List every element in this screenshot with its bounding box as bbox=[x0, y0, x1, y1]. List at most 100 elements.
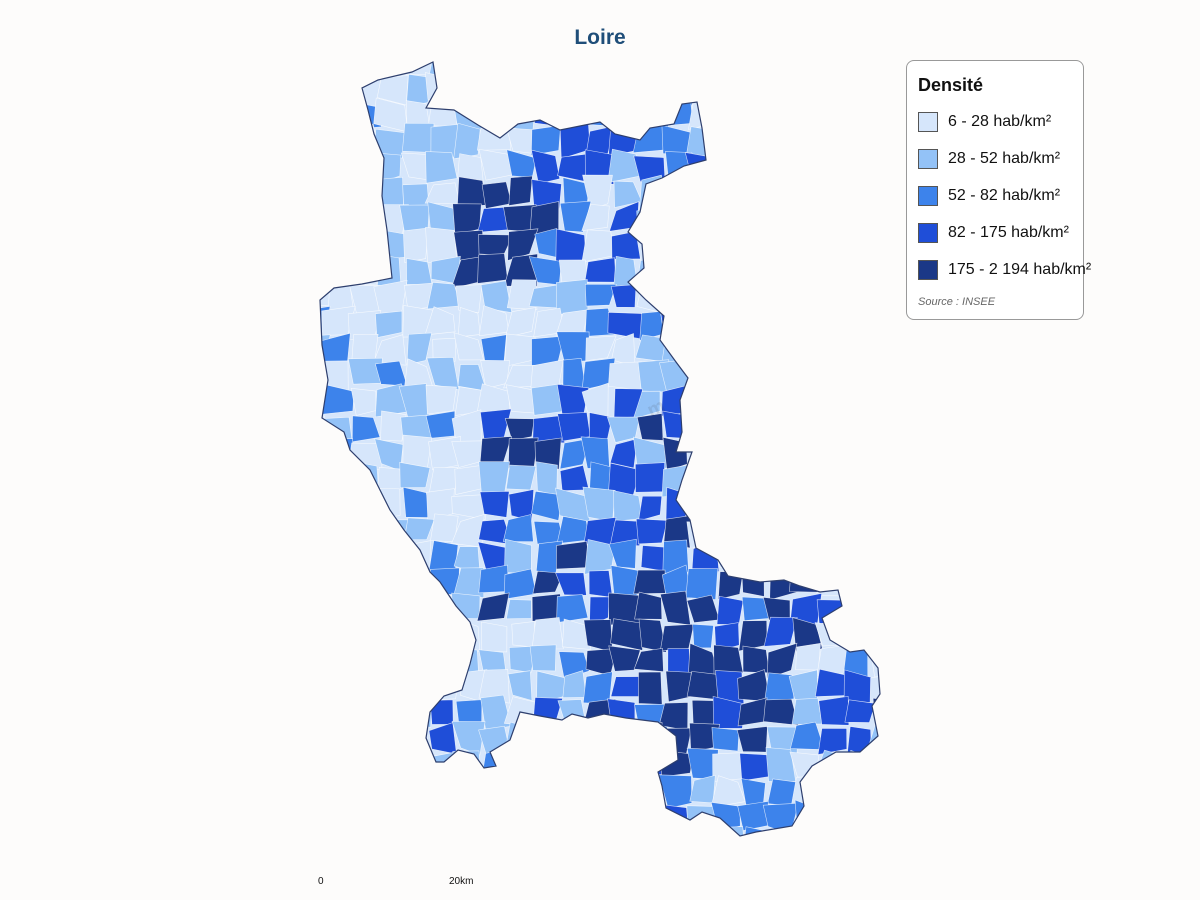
commune-area bbox=[478, 148, 513, 181]
commune-area bbox=[740, 180, 769, 211]
commune-area bbox=[633, 800, 667, 831]
commune-area bbox=[691, 307, 717, 333]
legend-swatch-4 bbox=[918, 222, 938, 243]
commune-area bbox=[400, 726, 429, 753]
commune-area bbox=[766, 642, 798, 680]
commune-area bbox=[508, 489, 535, 522]
commune-area bbox=[407, 672, 435, 702]
commune-area bbox=[737, 311, 769, 334]
commune-area bbox=[741, 228, 772, 263]
commune-area bbox=[822, 361, 850, 392]
commune-area bbox=[789, 439, 821, 467]
commune-area bbox=[711, 409, 747, 446]
commune-area bbox=[874, 464, 880, 495]
commune-area bbox=[738, 494, 772, 524]
commune-area bbox=[895, 624, 919, 653]
commune-area bbox=[819, 257, 847, 287]
commune-area bbox=[354, 255, 378, 286]
commune-area bbox=[764, 382, 794, 412]
commune-area bbox=[818, 852, 849, 882]
commune-area bbox=[529, 644, 557, 672]
commune-area bbox=[816, 486, 844, 516]
commune-area bbox=[348, 566, 376, 601]
commune-area bbox=[530, 149, 561, 185]
commune-area bbox=[737, 538, 770, 573]
commune-area bbox=[685, 412, 718, 437]
legend-swatch-2 bbox=[918, 148, 938, 169]
commune-area bbox=[559, 200, 592, 233]
commune-area bbox=[868, 625, 880, 650]
commune-area bbox=[322, 776, 355, 803]
commune-area bbox=[511, 621, 536, 648]
commune-area bbox=[610, 284, 637, 308]
commune-area bbox=[324, 803, 358, 832]
commune-area bbox=[842, 410, 877, 438]
commune-area bbox=[528, 74, 565, 108]
commune-area bbox=[867, 357, 880, 389]
commune-area bbox=[582, 174, 613, 210]
commune-area bbox=[870, 308, 880, 338]
commune-area bbox=[712, 695, 746, 729]
commune-area bbox=[556, 541, 591, 570]
commune-area bbox=[320, 123, 328, 157]
commune-area bbox=[427, 669, 460, 701]
commune-area bbox=[534, 781, 565, 807]
commune-area bbox=[589, 851, 614, 885]
commune-area bbox=[373, 777, 409, 806]
commune-area bbox=[478, 798, 512, 835]
commune-area bbox=[894, 383, 927, 415]
commune-area bbox=[693, 824, 718, 836]
commune-area bbox=[635, 232, 663, 262]
commune-area bbox=[794, 359, 822, 393]
commune-area bbox=[399, 461, 431, 488]
commune-area bbox=[636, 204, 669, 237]
commune-area bbox=[714, 622, 740, 652]
commune-area bbox=[848, 232, 875, 259]
commune-area bbox=[348, 854, 380, 880]
commune-area bbox=[789, 464, 825, 498]
commune-area bbox=[898, 364, 928, 390]
commune-area bbox=[351, 415, 381, 443]
commune-area bbox=[634, 857, 668, 884]
commune-area bbox=[322, 643, 351, 672]
commune-area bbox=[502, 97, 537, 132]
commune-area bbox=[716, 312, 747, 340]
commune-area bbox=[529, 829, 560, 836]
commune-area bbox=[764, 149, 794, 183]
commune-area bbox=[480, 827, 506, 836]
commune-area bbox=[372, 567, 408, 601]
commune-area bbox=[324, 854, 355, 881]
commune-area bbox=[820, 182, 849, 211]
commune-area bbox=[507, 437, 539, 469]
commune-area bbox=[587, 802, 616, 836]
commune-area bbox=[584, 283, 617, 307]
commune-area bbox=[555, 572, 587, 596]
commune-area bbox=[451, 721, 486, 756]
commune-area bbox=[608, 538, 637, 569]
commune-area bbox=[768, 206, 796, 236]
commune-area bbox=[608, 361, 643, 391]
commune-area bbox=[531, 179, 562, 210]
commune-area bbox=[845, 853, 877, 882]
commune-area bbox=[659, 306, 694, 335]
commune-area bbox=[791, 494, 826, 520]
commune-area bbox=[820, 152, 850, 186]
commune-area bbox=[503, 253, 538, 287]
commune-area bbox=[323, 726, 355, 750]
commune-area bbox=[868, 546, 880, 574]
commune-area bbox=[375, 724, 409, 755]
commune-area bbox=[635, 462, 666, 493]
commune-area bbox=[684, 176, 721, 210]
commune-area bbox=[688, 359, 718, 387]
commune-area bbox=[558, 259, 589, 286]
commune-area bbox=[321, 103, 354, 133]
commune-area bbox=[790, 517, 821, 544]
commune-area bbox=[373, 591, 400, 623]
commune-area bbox=[818, 695, 850, 726]
commune-area bbox=[346, 673, 381, 700]
commune-area bbox=[424, 306, 456, 336]
commune-area bbox=[347, 200, 382, 236]
commune-area bbox=[896, 695, 928, 728]
commune-area bbox=[374, 544, 405, 571]
